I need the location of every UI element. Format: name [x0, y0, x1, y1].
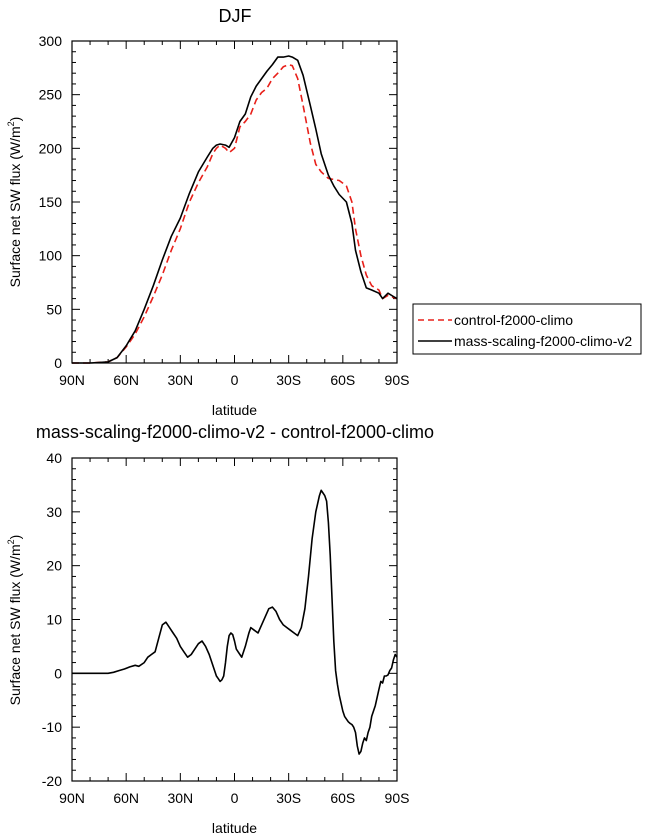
chart-2-plot-frame: [71, 457, 398, 782]
x-tick-label: 0: [231, 790, 239, 806]
series-line-control-f2000-climo: [72, 63, 398, 364]
y-tick-label: 150: [39, 194, 63, 210]
x-tick-label: 30S: [276, 372, 301, 388]
y-tick-label: 0: [54, 665, 62, 681]
x-tick-label: 60S: [330, 790, 355, 806]
chart-1-legend: control-f2000-climo mass-scaling-f2000-c…: [412, 303, 642, 355]
chart-1-ylabel-sup: 2: [6, 121, 16, 126]
y-tick-label: 0: [54, 355, 62, 371]
y-tick-label: 200: [39, 140, 63, 156]
chart-2-xlabel: latitude: [212, 820, 257, 836]
legend-entry-mass-scaling: mass-scaling-f2000-climo-v2: [454, 333, 632, 349]
chart-1-plot-frame: [71, 40, 398, 364]
x-tick-label: 30N: [167, 790, 193, 806]
x-tick-label: 90S: [385, 790, 410, 806]
y-tick-label: 250: [39, 87, 63, 103]
y-tick-label: 40: [46, 450, 62, 466]
chart-1-axes: 90N 60N 30N 0 30S 60S 90S 0 50 100 150 200 250 300: [39, 33, 410, 388]
y-tick-label: -10: [42, 719, 62, 735]
series-line-mass-scaling-f2000-climo-v2: [72, 55, 398, 364]
chart-2-axes: 90N 60N 30N 0 30S 60S 90S -20 -10 0 10 20 30 40: [42, 450, 410, 806]
x-tick-label: 90S: [385, 372, 410, 388]
x-tick-label: 30N: [167, 372, 193, 388]
chart-1-ylabel: Surface net SW flux (W/m2): [6, 117, 23, 288]
x-tick-label: 60N: [113, 372, 139, 388]
x-tick-label: 90N: [59, 372, 85, 388]
y-tick-label: -20: [42, 773, 62, 789]
chart-1-ylabel-main: Surface net SW flux (W/m: [7, 126, 23, 287]
chart-1-ylabel-close: ): [7, 117, 23, 122]
y-tick-label: 30: [46, 504, 62, 520]
legend-box: [412, 303, 642, 355]
x-tick-label: 60N: [113, 790, 139, 806]
x-tick-label: 0: [231, 372, 239, 388]
chart-1-title: DJF: [219, 6, 252, 26]
x-tick-label: 30S: [276, 790, 301, 806]
chart-2-ylabel-sup: 2: [6, 539, 16, 544]
chart-2-ylabel-close: ): [7, 535, 23, 540]
series-line-mass-scaling-f2000-climo-v2-control-f2000-climo: [72, 489, 398, 755]
y-tick-label: 50: [46, 301, 62, 317]
y-tick-label: 10: [46, 612, 62, 628]
chart-1-series-group: [72, 55, 398, 364]
panel-2: mass-scaling-f2000-climo-v2 - control-f2…: [6, 422, 434, 836]
chart-2-title: mass-scaling-f2000-climo-v2 - control-f2…: [36, 422, 434, 442]
chart-2-ylabel: Surface net SW flux (W/m2): [6, 535, 23, 706]
chart-1-xlabel: latitude: [212, 402, 257, 418]
panel-1: DJF 90N 60N 30N 0 30S 60S 90S 0 50 100 150 200 250 30…: [6, 6, 642, 418]
x-tick-label: 60S: [330, 372, 355, 388]
chart-2-series-group: [72, 489, 398, 755]
y-tick-label: 100: [39, 248, 63, 264]
legend-entry-control: control-f2000-climo: [454, 312, 573, 328]
x-tick-label: 90N: [59, 790, 85, 806]
chart-2-ylabel-main: Surface net SW flux (W/m: [7, 544, 23, 705]
y-tick-label: 300: [39, 33, 63, 49]
y-tick-label: 20: [46, 558, 62, 574]
